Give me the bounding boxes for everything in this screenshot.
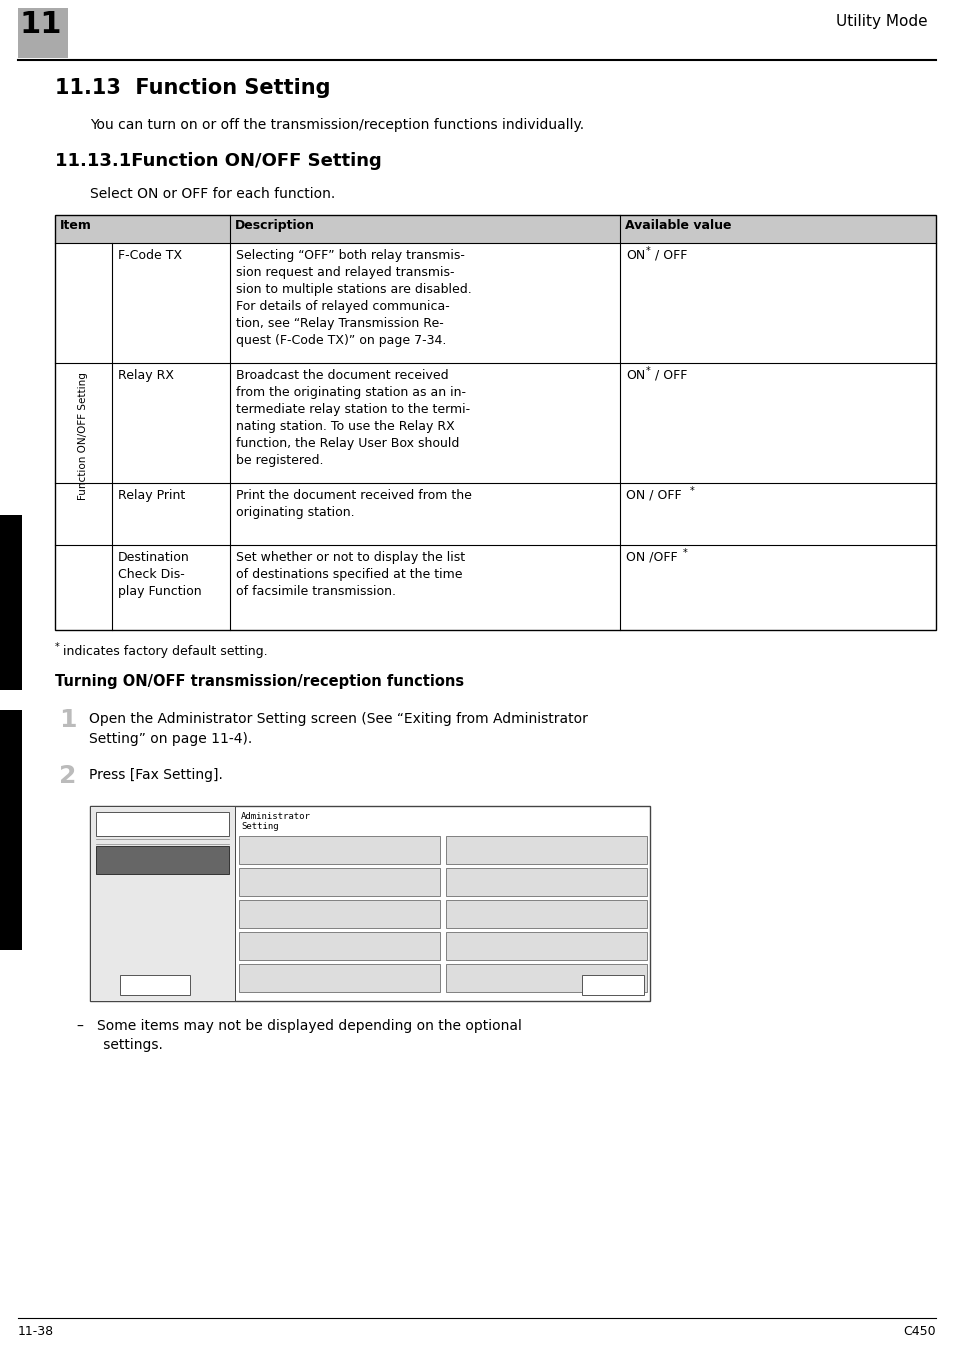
Text: Administrator/
Machine Setting: Administrator/ Machine Setting — [252, 871, 321, 891]
Text: 2: 2 — [59, 764, 76, 788]
Text: You can turn on or off the transmission/reception functions individually.: You can turn on or off the transmission/… — [90, 118, 583, 132]
Bar — [239, 836, 439, 864]
Text: Utility Mode: Utility Mode — [836, 14, 927, 28]
Text: One Touch
Registration: One Touch Registration — [252, 903, 307, 922]
Text: System Connection: System Connection — [458, 936, 537, 944]
Bar — [96, 846, 229, 873]
Text: –   Some items may not be displayed depending on the optional
      settings.: – Some items may not be displayed depend… — [77, 1019, 521, 1052]
Text: Select ON or OFF for each function.: Select ON or OFF for each function. — [90, 187, 335, 201]
Text: 1: 1 — [242, 840, 247, 848]
Text: / OFF: / OFF — [650, 369, 687, 383]
Bar — [96, 813, 229, 836]
Text: 1: 1 — [59, 708, 76, 731]
Text: Selecting “OFF” both relay transmis-
sion request and relayed transmis-
sion to : Selecting “OFF” both relay transmis- sio… — [235, 249, 471, 347]
Text: Destination
Check Dis-
play Function: Destination Check Dis- play Function — [118, 552, 201, 598]
Text: 9: 9 — [449, 936, 454, 944]
Text: 7: 7 — [449, 871, 454, 880]
Text: Chapter 11: Chapter 11 — [6, 568, 16, 637]
Text: / OFF: / OFF — [650, 249, 687, 262]
Bar — [90, 806, 234, 1000]
Bar — [239, 932, 439, 960]
Text: indicates factory default setting.: indicates factory default setting. — [63, 645, 268, 658]
Text: *: * — [689, 485, 694, 496]
Bar — [18, 8, 68, 58]
Text: Exit: Exit — [143, 979, 167, 990]
Text: Copier Setting: Copier Setting — [458, 840, 523, 848]
Text: Relay Print: Relay Print — [118, 489, 185, 502]
Text: ON: ON — [625, 369, 644, 383]
Bar — [90, 806, 649, 1000]
Text: *: * — [55, 642, 60, 652]
Text: 11.13.1Function ON/OFF Setting: 11.13.1Function ON/OFF Setting — [55, 151, 381, 170]
Text: 6: 6 — [449, 840, 454, 848]
Text: 11-38: 11-38 — [18, 1325, 54, 1338]
Text: Close: Close — [598, 979, 627, 990]
Text: F-Code TX: F-Code TX — [118, 249, 182, 262]
Text: 5: 5 — [242, 967, 247, 976]
Text: C450: C450 — [902, 1325, 935, 1338]
Text: Print the document received from the
originating station.: Print the document received from the ori… — [235, 489, 472, 519]
Bar — [581, 975, 643, 995]
Text: *: * — [682, 548, 687, 558]
Bar — [239, 868, 439, 896]
Text: Description: Description — [234, 219, 314, 233]
Text: 11.13  Function Setting: 11.13 Function Setting — [55, 78, 330, 97]
Bar — [239, 900, 439, 927]
Text: UserAuthentication/
Account Track: UserAuthentication/ Account Track — [252, 936, 339, 955]
Text: ON /OFF: ON /OFF — [625, 552, 677, 564]
Text: Utility: Utility — [140, 815, 184, 825]
Bar — [55, 215, 935, 630]
Text: 8: 8 — [449, 903, 454, 913]
Bar — [446, 900, 646, 927]
Text: Utility Mode: Utility Mode — [6, 792, 16, 868]
Text: ON / OFF: ON / OFF — [625, 489, 680, 502]
Text: Set whether or not to display the list
of destinations specified at the time
of : Set whether or not to display the list o… — [235, 552, 465, 598]
Bar — [0, 710, 22, 950]
Bar — [55, 215, 935, 243]
Text: ON: ON — [625, 249, 644, 262]
Text: Administrator
Setting: Administrator Setting — [241, 813, 311, 831]
Text: Turning ON/OFF transmission/reception functions: Turning ON/OFF transmission/reception fu… — [55, 675, 464, 690]
Text: Function ON/OFF Setting: Function ON/OFF Setting — [78, 373, 89, 500]
Text: 3: 3 — [242, 903, 247, 913]
Text: 0: 0 — [449, 967, 454, 976]
Text: Security Setting: Security Setting — [458, 967, 533, 976]
Bar — [446, 964, 646, 992]
Text: System Setting: System Setting — [252, 840, 316, 848]
Bar — [0, 515, 22, 690]
Text: 2: 2 — [242, 871, 247, 880]
Text: Broadcast the document received
from the originating station as an in-
termediat: Broadcast the document received from the… — [235, 369, 470, 466]
Text: Available value: Available value — [624, 219, 731, 233]
Text: Open the Administrator Setting screen (See “Exiting from Administrator
Setting” : Open the Administrator Setting screen (S… — [89, 713, 587, 745]
Bar — [120, 975, 190, 995]
Text: *: * — [645, 366, 650, 376]
Bar — [446, 836, 646, 864]
Text: 4: 4 — [242, 936, 247, 944]
Text: Item: Item — [60, 219, 91, 233]
Text: Press [Fax Setting].: Press [Fax Setting]. — [89, 768, 223, 781]
Bar — [239, 964, 439, 992]
Text: Fax Setting: Fax Setting — [458, 903, 509, 913]
Text: Network Setting: Network Setting — [252, 967, 321, 976]
Text: Administrator
Setting: Administrator Setting — [127, 849, 196, 868]
Bar — [446, 868, 646, 896]
Text: *: * — [645, 246, 650, 256]
Text: Printer Setting: Printer Setting — [458, 871, 528, 880]
Text: Relay RX: Relay RX — [118, 369, 173, 383]
Bar — [446, 932, 646, 960]
Text: 11: 11 — [20, 9, 63, 39]
